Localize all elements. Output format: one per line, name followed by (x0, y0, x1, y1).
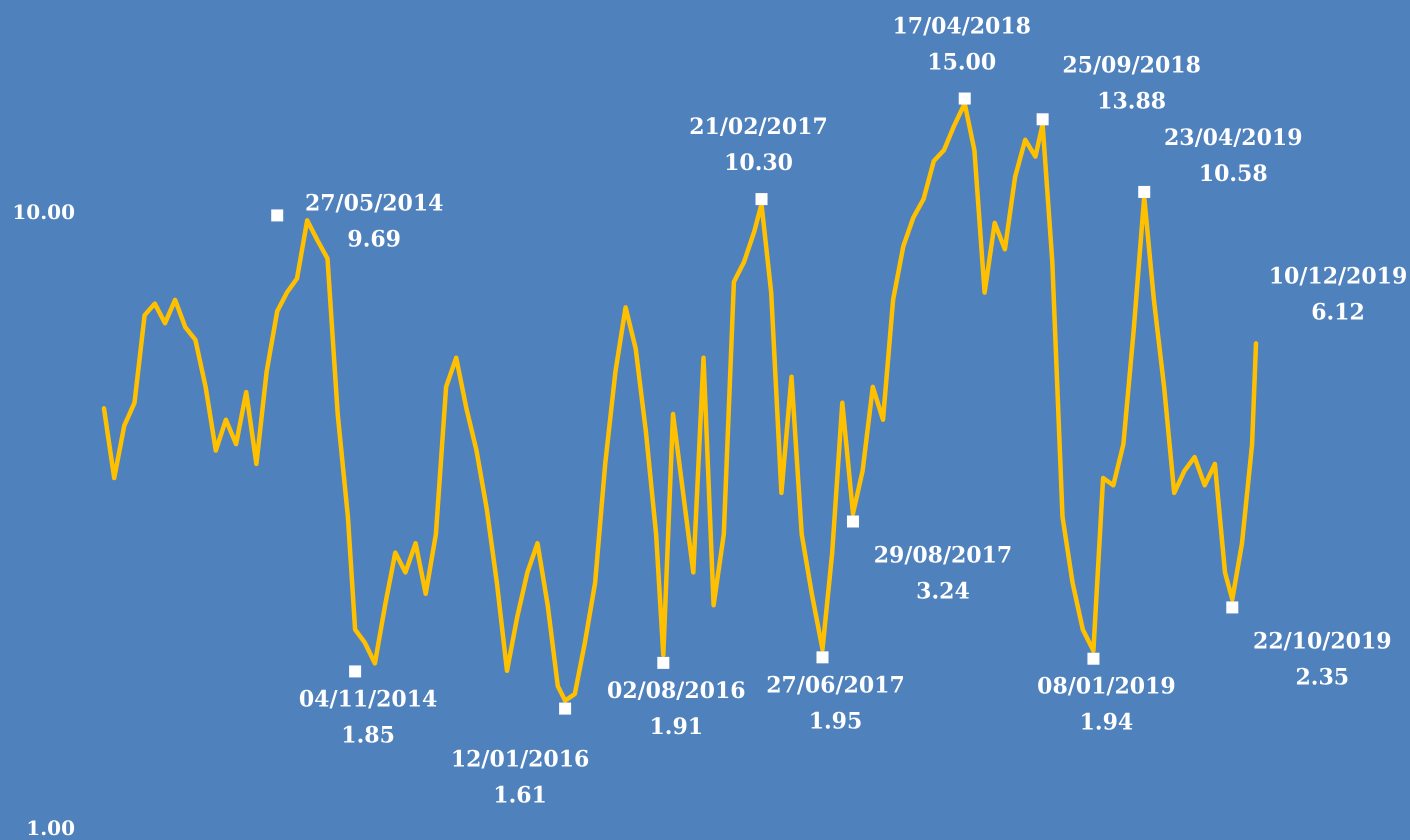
annotation-date-label: 27/06/2017 (766, 672, 905, 698)
annotation-value-label: 13.88 (1097, 88, 1166, 114)
series-line (101, 101, 1259, 703)
annotation-value-label: 1.61 (493, 783, 547, 809)
annotation-marker (1226, 601, 1239, 614)
annotation-date-label: 25/09/2018 (1062, 52, 1201, 78)
annotation-date-label: 02/08/2016 (607, 678, 746, 704)
annotation-date-label: 23/04/2019 (1164, 125, 1303, 151)
annotation-value-label: 1.91 (650, 714, 704, 740)
annotation-value-label: 15.00 (927, 50, 996, 76)
annotation-value-label: 2.35 (1295, 664, 1349, 690)
y-axis: 1.00 10.00 (12, 200, 75, 840)
annotation-marker (1138, 185, 1151, 198)
annotation-layer: 27/05/2014 9.69 04/11/2014 1.85 12/01/2016 1.… (271, 14, 1407, 809)
annotation-marker (846, 515, 859, 528)
annotation-marker (349, 665, 362, 678)
annotation-date-label: 22/10/2019 (1253, 628, 1392, 654)
annotation-value-label: 3.24 (916, 579, 970, 605)
y-tick-label: 1.00 (26, 816, 75, 840)
annotation-marker (657, 656, 670, 669)
annotation-date-label: 12/01/2016 (451, 747, 590, 773)
annotation-marker (559, 702, 572, 715)
annotation-date-label: 08/01/2019 (1037, 674, 1176, 700)
series-layer (101, 101, 1259, 703)
annotation-marker (1036, 113, 1049, 126)
annotation-date-label: 17/04/2018 (892, 14, 1031, 40)
annotation-marker (958, 92, 971, 105)
annotation-marker (755, 193, 768, 206)
annotation-date-label: 29/08/2017 (874, 543, 1013, 569)
annotation-marker (1087, 652, 1100, 665)
annotation-value-label: 6.12 (1311, 299, 1365, 325)
annotation-marker (271, 209, 284, 222)
annotation-value-label: 9.69 (347, 226, 401, 252)
annotation-value-label: 10.30 (724, 150, 793, 176)
annotation-marker (816, 651, 829, 664)
annotation-date-label: 04/11/2014 (299, 686, 438, 712)
annotation-date-label: 27/05/2014 (305, 190, 444, 216)
annotation-date-label: 10/12/2019 (1269, 263, 1408, 289)
annotation-value-label: 1.95 (809, 708, 863, 734)
annotation-value-label: 1.85 (341, 722, 395, 748)
annotation-value-label: 1.94 (1080, 710, 1134, 736)
annotation-value-label: 10.58 (1199, 161, 1268, 187)
y-tick-label: 10.00 (12, 200, 75, 224)
annotation-date-label: 21/02/2017 (689, 114, 828, 140)
